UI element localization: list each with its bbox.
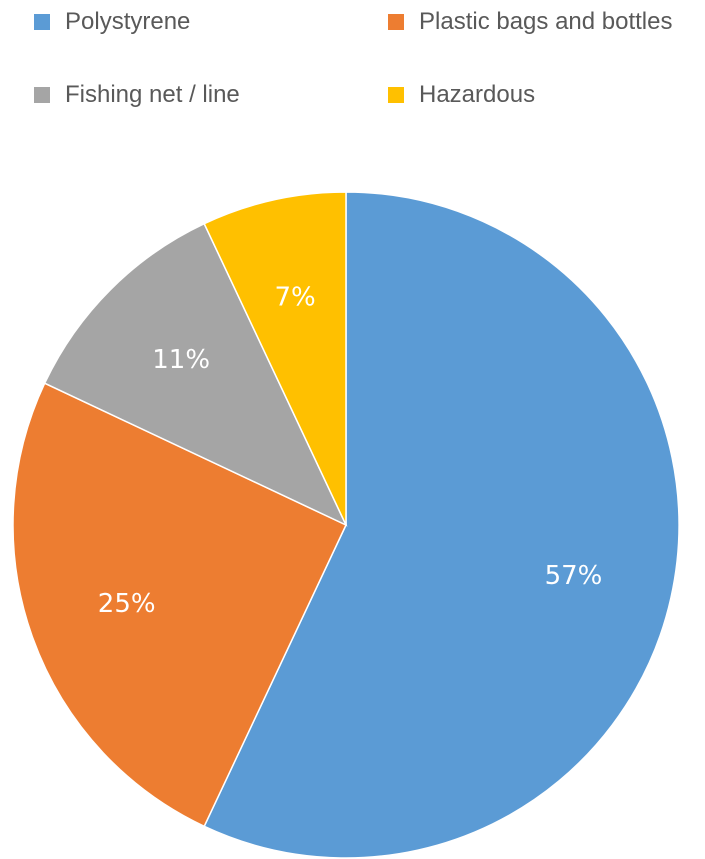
data-label-polystyrene: 57% bbox=[545, 561, 603, 591]
legend-swatch-hazardous bbox=[388, 87, 404, 103]
legend-item-plastic-bags-and-bottles: Plastic bags and bottles bbox=[388, 7, 673, 37]
legend-label-hazardous: Hazardous bbox=[419, 81, 536, 108]
legend-item-polystyrene: Polystyrene bbox=[34, 7, 190, 37]
legend-label-fishing-net-line: Fishing net / line bbox=[65, 81, 240, 108]
pie-slice-plastic-bags-and-bottles bbox=[12, 382, 347, 828]
legend-label-polystyrene: Polystyrene bbox=[65, 8, 191, 35]
legend-swatch-fishing-net-line bbox=[34, 87, 50, 103]
legend-swatch-plastic-bags-and-bottles bbox=[388, 14, 404, 30]
data-label-plastic-bags-and-bottles: 25% bbox=[98, 589, 156, 619]
legend-item-fishing-net-line: Fishing net / line bbox=[34, 80, 240, 110]
pie-slice-fishing-net-line bbox=[43, 222, 348, 527]
data-label-hazardous: 7% bbox=[275, 283, 316, 313]
chart-legend: Polystyrene Plastic bags and bottles Fis… bbox=[0, 0, 705, 120]
data-label-fishing-net-line: 11% bbox=[152, 345, 210, 375]
legend-swatch-polystyrene bbox=[34, 14, 50, 30]
pie-slice-polystyrene bbox=[203, 191, 680, 859]
legend-item-hazardous: Hazardous bbox=[388, 80, 535, 110]
pie-slice-hazardous bbox=[203, 191, 347, 526]
legend-label-plastic-bags-and-bottles: Plastic bags and bottles bbox=[419, 8, 673, 35]
